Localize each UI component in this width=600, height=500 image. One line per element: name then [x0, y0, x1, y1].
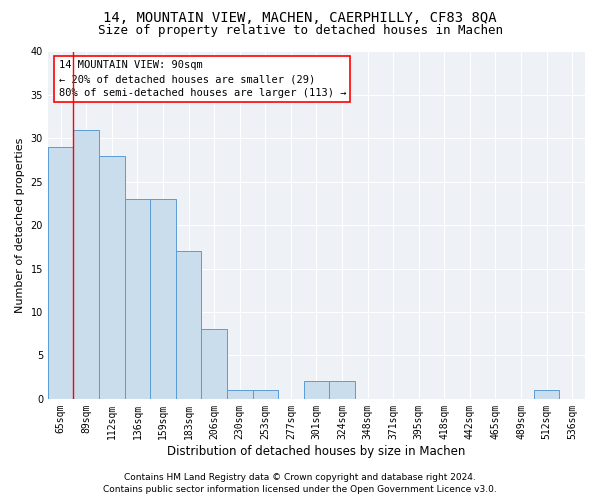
Text: Size of property relative to detached houses in Machen: Size of property relative to detached ho…	[97, 24, 503, 37]
Text: 14, MOUNTAIN VIEW, MACHEN, CAERPHILLY, CF83 8QA: 14, MOUNTAIN VIEW, MACHEN, CAERPHILLY, C…	[103, 12, 497, 26]
Bar	[304, 382, 329, 399]
Bar	[202, 330, 227, 399]
Text: 14 MOUNTAIN VIEW: 90sqm
← 20% of detached houses are smaller (29)
80% of semi-de: 14 MOUNTAIN VIEW: 90sqm ← 20% of detache…	[59, 60, 346, 98]
Bar	[253, 390, 278, 399]
Bar	[534, 390, 559, 399]
Bar	[73, 130, 99, 399]
Bar	[329, 382, 355, 399]
Bar	[48, 147, 73, 399]
Bar	[99, 156, 125, 399]
X-axis label: Distribution of detached houses by size in Machen: Distribution of detached houses by size …	[167, 444, 466, 458]
Bar	[227, 390, 253, 399]
Text: Contains HM Land Registry data © Crown copyright and database right 2024.
Contai: Contains HM Land Registry data © Crown c…	[103, 473, 497, 494]
Y-axis label: Number of detached properties: Number of detached properties	[15, 138, 25, 313]
Bar	[125, 199, 150, 399]
Bar	[176, 251, 202, 399]
Bar	[150, 199, 176, 399]
